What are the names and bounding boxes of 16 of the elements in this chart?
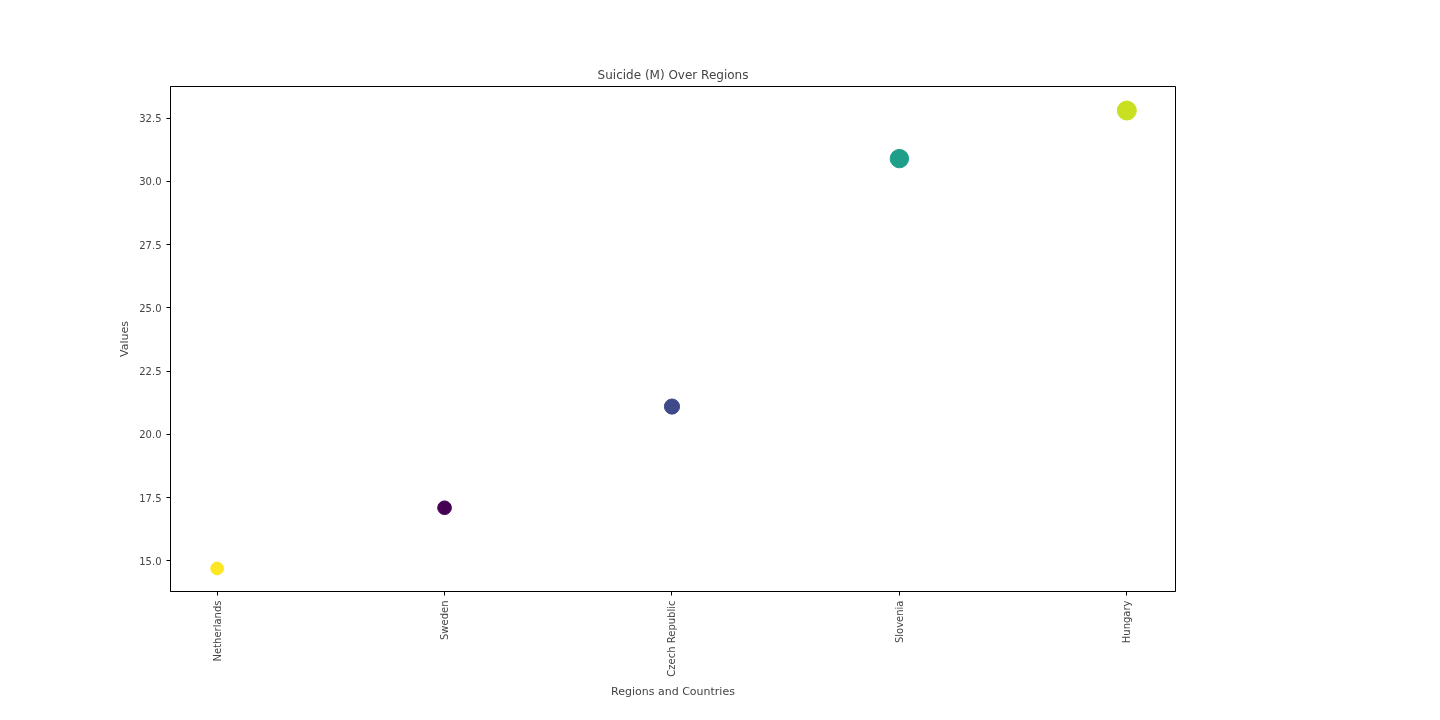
x-tick-label: Hungary bbox=[1121, 600, 1133, 644]
y-tick-label: 27.5 bbox=[139, 239, 162, 251]
x-tick-label: Slovenia bbox=[893, 600, 905, 644]
x-tick-label: Czech Republic bbox=[666, 600, 678, 677]
y-tick-label: 17.5 bbox=[139, 492, 162, 504]
y-tick-label: 20.0 bbox=[139, 429, 162, 441]
y-tick-label: 32.5 bbox=[139, 113, 162, 125]
y-tick-label: 22.5 bbox=[139, 366, 162, 378]
y-tick-label: 30.0 bbox=[139, 176, 162, 188]
x-tick-label: Netherlands bbox=[211, 600, 223, 662]
y-tick-label: 25.0 bbox=[139, 302, 162, 314]
x-axis-title: Regions and Countries bbox=[611, 684, 736, 698]
x-tick-label: Sweden bbox=[439, 600, 451, 641]
y-axis-title: Values bbox=[118, 320, 132, 357]
chart-title: Suicide (M) Over Regions bbox=[597, 67, 749, 82]
y-tick-label: 15.0 bbox=[139, 555, 162, 567]
